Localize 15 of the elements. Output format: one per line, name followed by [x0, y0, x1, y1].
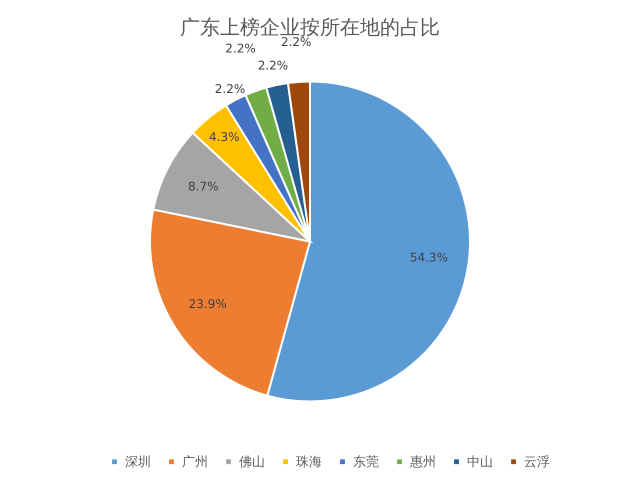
- legend-label: 惠州: [409, 454, 436, 470]
- legend-label: 东莞: [353, 454, 379, 470]
- data-label: 23.9%: [188, 297, 227, 312]
- legend-label: 深圳: [125, 454, 151, 470]
- data-label: 54.3%: [410, 250, 448, 265]
- data-label: 2.2%: [214, 82, 246, 96]
- data-label: 2.2%: [225, 42, 256, 56]
- data-label: 4.3%: [209, 130, 240, 144]
- legend-label: 佛山: [239, 454, 265, 470]
- legend-label: 广州: [182, 454, 208, 470]
- data-label: 8.7%: [188, 180, 218, 194]
- data-label: 2.2%: [258, 58, 288, 72]
- legend-label: 珠海: [296, 454, 322, 470]
- legend-label: 中山: [467, 454, 493, 470]
- legend-label: 云浮: [524, 454, 550, 470]
